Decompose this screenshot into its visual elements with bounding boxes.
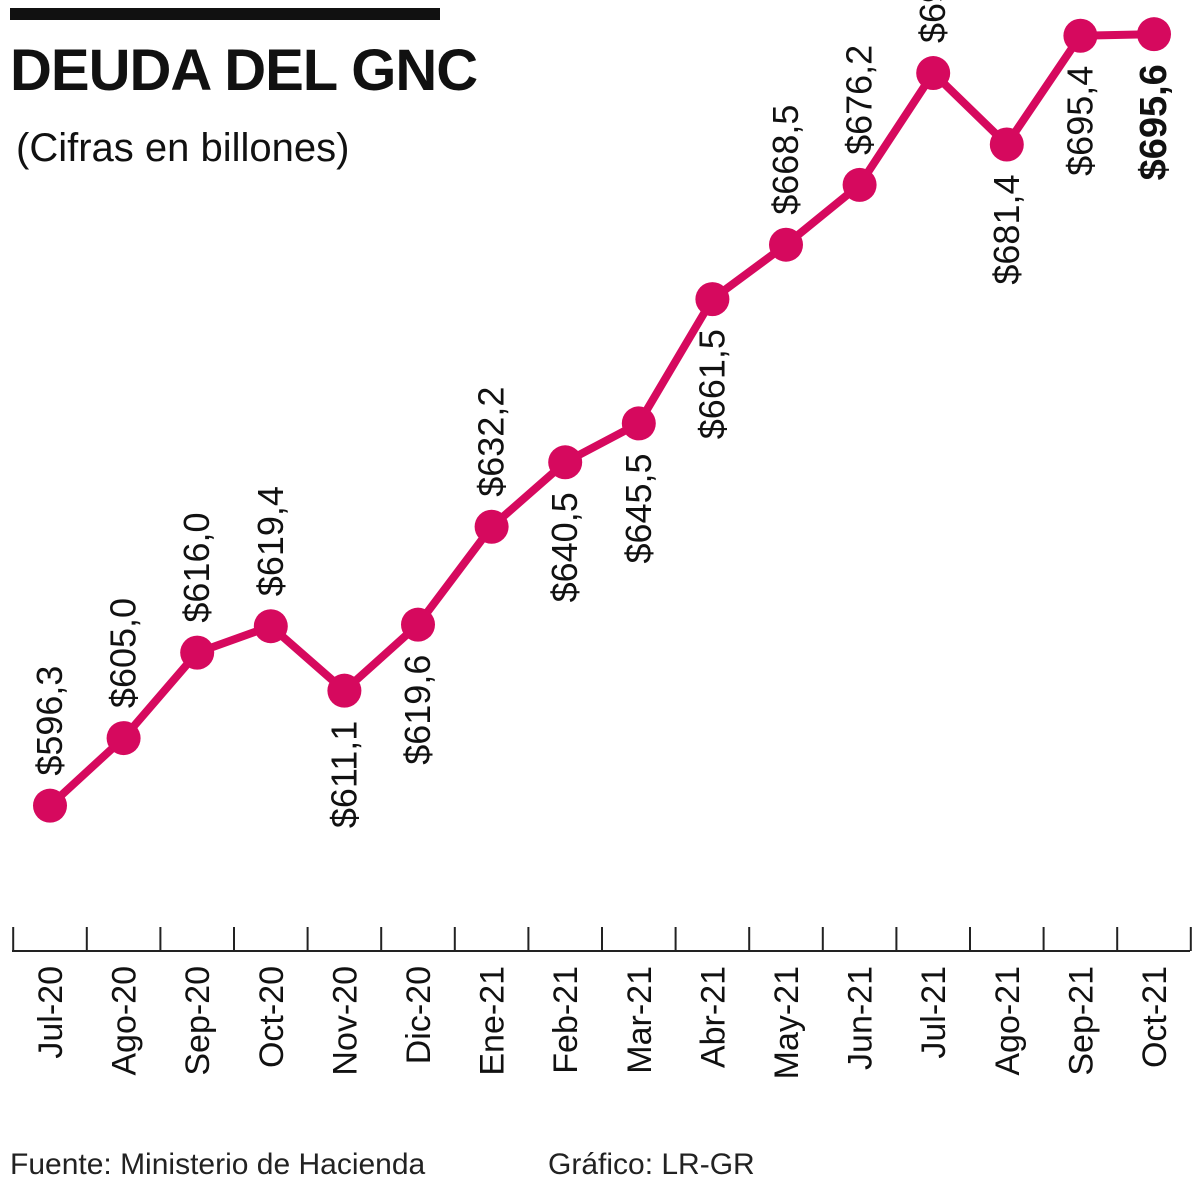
- x-tick-label: Abr-21: [694, 966, 732, 1068]
- x-tick-label: Mar-21: [621, 966, 659, 1074]
- x-tick-label: Jul-20: [32, 966, 70, 1059]
- data-point: [621, 406, 656, 441]
- x-tick-label: Dic-20: [400, 966, 438, 1064]
- x-tick-label: Nov-20: [326, 966, 364, 1076]
- data-point: [401, 607, 435, 642]
- x-tick-label: Sep-21: [1062, 966, 1100, 1076]
- data-point: [1063, 18, 1098, 53]
- data-point: [769, 227, 803, 262]
- x-tick-label: Jun-21: [842, 966, 880, 1070]
- source-note: Fuente: Ministerio de Hacienda: [10, 1148, 426, 1181]
- data-point: [695, 282, 730, 317]
- data-point: [474, 509, 509, 544]
- data-label: $695,4: [1059, 66, 1100, 176]
- data-label: $681,4: [986, 175, 1027, 285]
- data-point: [1137, 17, 1171, 52]
- data-point: [327, 673, 362, 708]
- data-label: $695,6: [1133, 64, 1175, 180]
- series-line: [47, 30, 1155, 809]
- chart-subtitle: (Cifras en billones): [16, 126, 350, 170]
- data-label: $640,5: [544, 492, 585, 602]
- x-tick-label: Sep-20: [179, 966, 217, 1076]
- data-point: [106, 721, 141, 756]
- data-label: $676,2: [839, 45, 880, 155]
- x-tick-label: Oct-21: [1136, 966, 1174, 1068]
- data-label: $668,5: [765, 105, 806, 215]
- data-label: $616,0: [176, 513, 217, 623]
- x-tick-label: Feb-21: [547, 966, 585, 1074]
- data-label: $661,5: [691, 329, 732, 439]
- data-point: [842, 167, 877, 202]
- x-tick-label: Ago-21: [989, 966, 1027, 1076]
- data-label: $619,4: [250, 486, 291, 596]
- data-point: [989, 127, 1024, 162]
- data-point: [180, 635, 215, 670]
- data-label: $690,6: [912, 0, 953, 43]
- data-label: $632,2: [471, 387, 512, 497]
- x-tick-label: Ago-20: [106, 966, 144, 1076]
- data-point: [253, 609, 288, 644]
- data-label: $645,5: [618, 453, 659, 563]
- data-label: $605,0: [103, 598, 144, 708]
- graphic-credit: Gráfico: LR-GR: [548, 1148, 755, 1181]
- data-point: [916, 56, 951, 91]
- x-tick-label: May-21: [768, 966, 806, 1079]
- top-rule: [10, 8, 440, 20]
- x-tick-label: Jul-21: [915, 966, 953, 1059]
- x-tick-label: Oct-20: [253, 966, 291, 1068]
- data-label: $611,1: [323, 721, 364, 828]
- data-label: $619,6: [397, 655, 438, 765]
- data-point: [33, 788, 67, 823]
- chart-title: DEUDA DEL GNC: [10, 38, 478, 103]
- data-label: $596,3: [29, 666, 70, 776]
- x-tick-label: Ene-21: [474, 966, 512, 1076]
- data-point: [548, 445, 583, 480]
